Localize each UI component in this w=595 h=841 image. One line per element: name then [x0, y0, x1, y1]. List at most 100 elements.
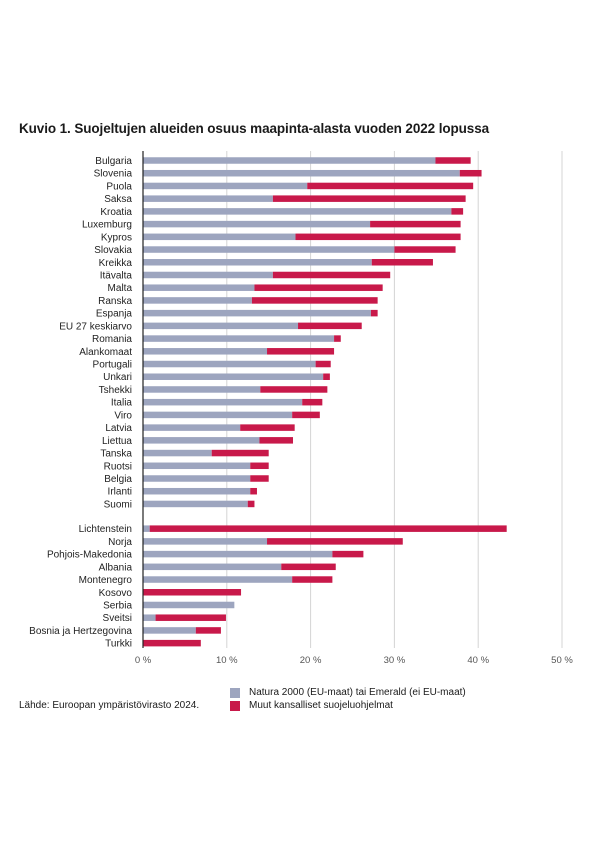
x-tick-label: 50 % — [551, 655, 573, 666]
category-label: Bosnia ja Hertzegovina — [29, 626, 132, 637]
source-note: Lähde: Euroopan ympäristövirasto 2024. — [19, 700, 200, 711]
bar-other — [155, 614, 226, 621]
bar-natura — [143, 627, 196, 634]
bar-other — [250, 487, 257, 495]
bar-natura — [143, 411, 293, 419]
chart-title: Kuvio 1. Suojeltujen alueiden osuus maap… — [19, 121, 490, 136]
bar-natura — [143, 182, 308, 190]
bar-natura — [143, 322, 299, 330]
category-label: Itävalta — [100, 270, 133, 281]
category-label: Ranska — [98, 296, 132, 307]
bar-other — [295, 233, 461, 241]
bar-other — [272, 195, 466, 202]
bar-other — [302, 398, 323, 406]
bar-natura — [143, 157, 436, 164]
bar-other — [334, 335, 341, 342]
bar-natura — [143, 398, 303, 406]
bar-other — [451, 208, 464, 215]
x-tick-label: 30 % — [384, 655, 406, 666]
category-label: Kypros — [101, 232, 132, 243]
bar-natura — [143, 525, 150, 532]
bar-other — [259, 437, 294, 444]
bar-natura — [143, 500, 248, 508]
category-label: Saksa — [104, 194, 132, 205]
legend-item-natura: Natura 2000 (EU-maat) tai Emerald (ei EU… — [230, 686, 466, 699]
bar-natura — [143, 449, 212, 457]
legend-swatch-natura — [230, 687, 240, 698]
category-label: Slovenia — [94, 169, 133, 180]
bar-natura — [143, 601, 235, 609]
category-label: Bulgaria — [95, 156, 132, 167]
category-label: EU 27 keskiarvo — [59, 321, 132, 332]
bar-natura — [143, 233, 296, 241]
category-label: Slovakia — [94, 245, 132, 256]
category-label: Malta — [108, 283, 133, 294]
bar-other — [149, 525, 507, 532]
category-label: Belgia — [104, 474, 132, 485]
bar-natura — [143, 271, 273, 279]
category-label: Kroatia — [100, 207, 132, 218]
bar-natura — [143, 309, 371, 317]
category-label: Norja — [108, 537, 132, 548]
bar-natura — [143, 576, 293, 583]
legend: Natura 2000 (EU-maat) tai Emerald (ei EU… — [230, 686, 466, 712]
bar-other — [371, 259, 433, 266]
category-label: Lichtenstein — [79, 524, 132, 535]
legend-item-other: Muut kansalliset suojeluohjelmat — [230, 699, 466, 712]
bars — [143, 157, 507, 647]
category-label: Tanska — [100, 449, 132, 460]
bar-other — [435, 157, 471, 164]
category-label: Luxemburg — [82, 220, 132, 231]
bar-natura — [143, 538, 268, 545]
bar-other — [298, 322, 362, 330]
bar-other — [254, 284, 383, 291]
category-label: Viro — [114, 410, 132, 421]
bar-natura — [143, 360, 316, 368]
bar-natura — [143, 208, 452, 215]
bar-natura — [143, 195, 273, 202]
x-tick-label: 0 % — [135, 655, 152, 666]
legend-label-other: Muut kansalliset suojeluohjelmat — [249, 700, 393, 711]
category-label: Romania — [92, 334, 132, 345]
bar-natura — [143, 563, 282, 571]
x-tick-label: 20 % — [300, 655, 322, 666]
bar-natura — [143, 462, 251, 470]
category-label: Espanja — [96, 309, 133, 320]
category-label: Latvia — [105, 423, 132, 434]
category-label: Suomi — [104, 499, 132, 510]
category-label: Ruotsi — [104, 461, 132, 472]
category-label: Irlanti — [108, 487, 132, 498]
bar-natura — [143, 475, 251, 482]
category-label: Alankomaat — [79, 347, 132, 358]
bar-natura — [143, 348, 268, 355]
bar-other — [247, 500, 255, 508]
bar-other — [272, 271, 391, 279]
category-label: Unkari — [103, 372, 132, 383]
bar-natura — [143, 297, 252, 304]
bar-natura — [143, 424, 241, 431]
category-label: Turkki — [105, 639, 132, 650]
bar-other — [370, 309, 378, 317]
category-label: Serbia — [103, 600, 132, 611]
bar-natura — [143, 284, 255, 291]
bar-other — [251, 297, 378, 304]
bar-other — [267, 538, 403, 545]
category-label: Italia — [111, 398, 133, 409]
bar-natura — [143, 220, 371, 228]
bar-natura — [143, 550, 333, 558]
category-label: Portugali — [93, 360, 132, 371]
bar-natura — [143, 614, 156, 621]
legend-swatch-other — [230, 700, 240, 711]
bar-natura — [143, 487, 251, 495]
bar-other — [323, 373, 330, 380]
bar-other — [332, 550, 364, 558]
bar-other — [211, 449, 269, 457]
bar-other — [143, 639, 201, 647]
category-label: Puola — [106, 181, 132, 192]
x-tick-label: 10 % — [216, 655, 238, 666]
bar-other — [459, 169, 482, 177]
category-label: Pohjois-Makedonia — [47, 550, 132, 561]
bar-natura — [143, 335, 335, 342]
